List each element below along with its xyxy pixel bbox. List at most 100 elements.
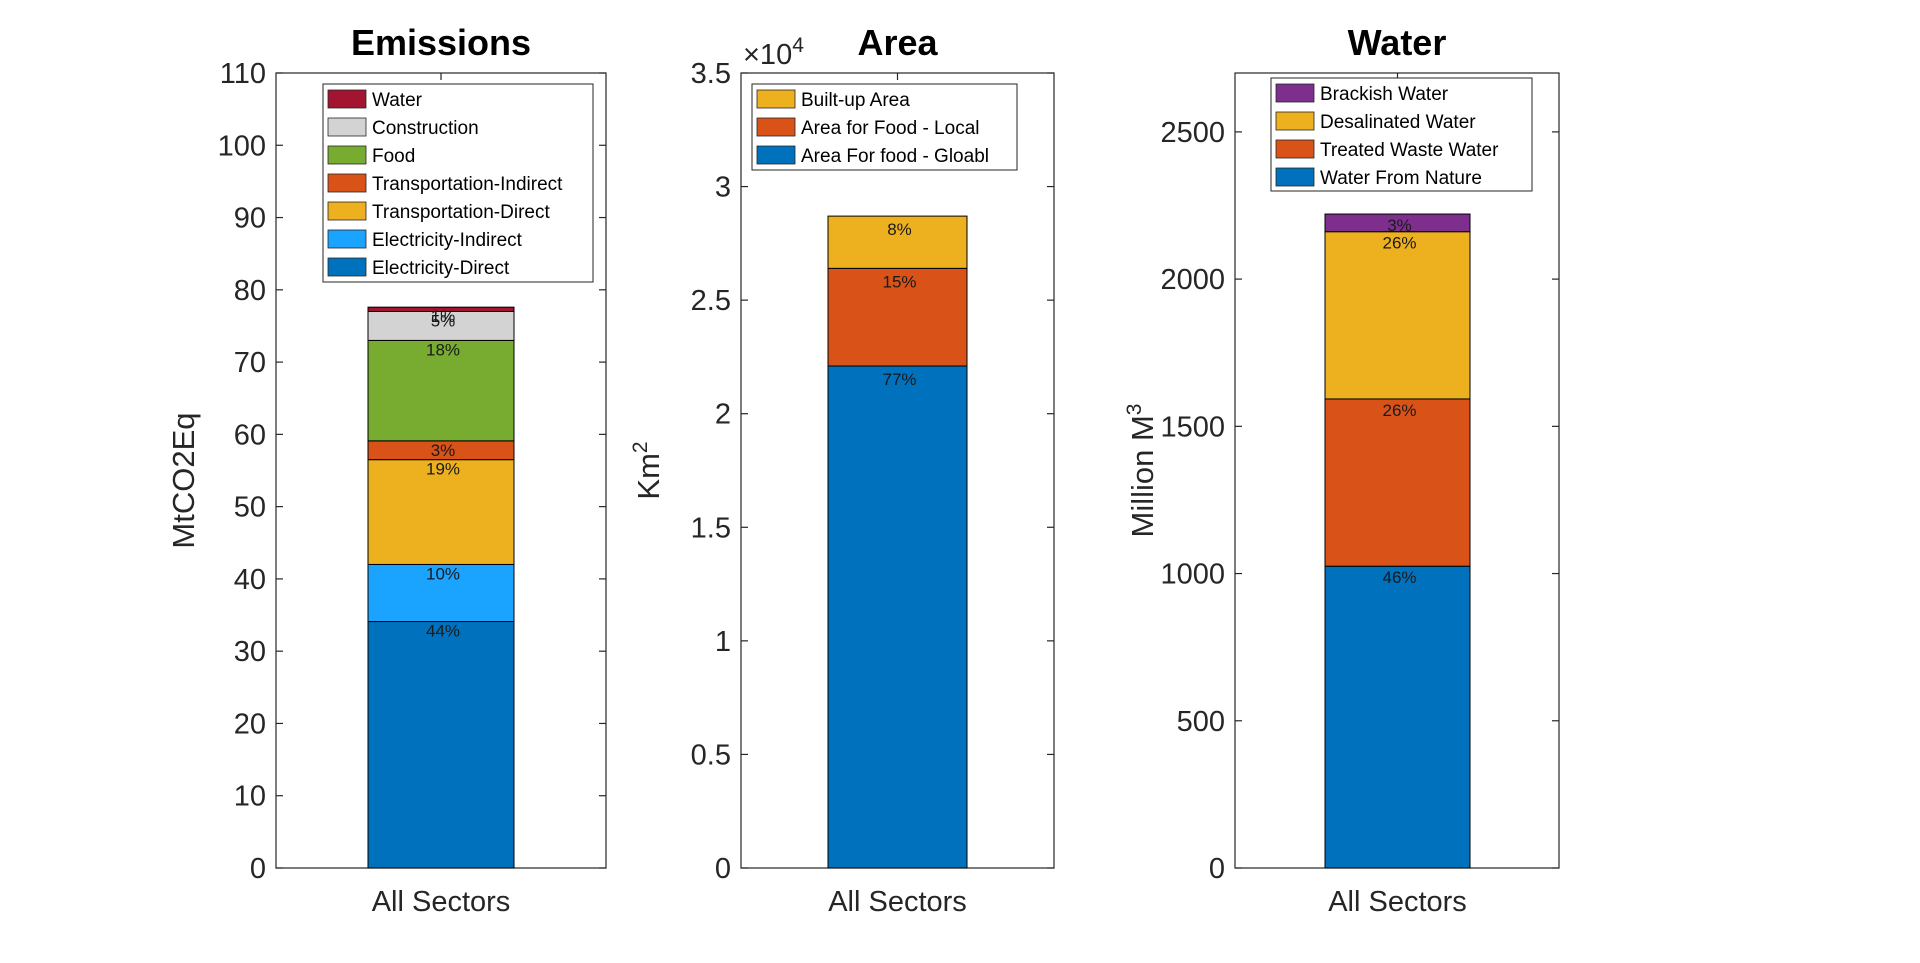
axis-exponent: ×104 <box>743 34 804 71</box>
bar-segment-2 <box>367 563 515 623</box>
legend-entry-label: Transportation-Direct <box>372 202 550 223</box>
y-tick-label: 2 <box>715 399 731 431</box>
legend-swatch <box>1275 83 1315 103</box>
bar-segment-3 <box>367 459 515 565</box>
chart-3: Water 0 500 1000 1500 2000 2500 All Sectors Mill… <box>1123 22 1560 918</box>
data-label: 19% <box>426 460 460 479</box>
bar-segment-3 <box>827 215 968 269</box>
legend-entry-label: Electricity-Indirect <box>372 230 523 251</box>
legend-entry-label: Area for Food - Local <box>801 118 979 139</box>
data-label: 18% <box>426 340 460 359</box>
bar-segment-1 <box>827 365 968 869</box>
bar-segment-2 <box>827 267 968 367</box>
chart-title: Water <box>1348 22 1447 63</box>
chart-title: Area <box>857 22 938 63</box>
legend-entry-label: Construction <box>372 118 479 139</box>
data-label: 46% <box>1382 568 1416 587</box>
y-tick-label: 1500 <box>1160 411 1225 443</box>
data-label: 15% <box>882 272 916 291</box>
data-label: 26% <box>1382 401 1416 420</box>
legend-entry-label: Desalinated Water <box>1320 112 1476 133</box>
bar-segment-1 <box>367 621 515 869</box>
data-label: 77% <box>882 370 916 389</box>
y-tick-label: 110 <box>220 58 266 90</box>
legend-swatch <box>756 145 796 165</box>
y-tick-label: 60 <box>234 419 266 451</box>
legend-entry-label: Transportation-Indirect <box>372 174 563 195</box>
data-label: 8% <box>887 220 912 239</box>
y-axis-label: Km2 <box>629 441 666 499</box>
y-axis-label-base: Million M <box>1125 415 1160 537</box>
legend-swatch <box>1275 139 1315 159</box>
y-tick-label: 1 <box>715 626 731 658</box>
axis-exponent-superscript: 4 <box>792 34 804 57</box>
legend-entry-label: Food <box>372 146 415 167</box>
legend-swatch <box>327 201 367 221</box>
legend-entry-label: Treated Waste Water <box>1320 140 1499 161</box>
legend-entry-label: Water From Nature <box>1320 168 1482 189</box>
y-tick-label: 80 <box>234 275 266 307</box>
legend-entry-label: Water <box>372 90 423 111</box>
data-label: 1% <box>431 307 456 326</box>
y-tick-label: 70 <box>234 347 266 379</box>
legend-swatch <box>327 117 367 137</box>
y-tick-label: 3 <box>715 172 731 204</box>
y-axis-label-superscript: 3 <box>1123 404 1146 416</box>
y-axis-label: MtCO2Eq <box>166 412 201 548</box>
y-axis-label-base: Km <box>631 453 666 500</box>
y-tick-label: 90 <box>234 203 266 235</box>
y-tick-label: 1.5 <box>691 512 731 544</box>
legend-entry-label: Electricity-Direct <box>372 258 510 279</box>
bar-segment-6 <box>367 311 515 341</box>
y-tick-label: 1000 <box>1160 559 1225 591</box>
legend-swatch <box>756 117 796 137</box>
axis-exponent-base: ×10 <box>743 39 792 71</box>
y-tick-label: 500 <box>1177 706 1225 738</box>
bar-segment-7 <box>367 306 515 312</box>
y-tick-label: 0.5 <box>691 739 731 771</box>
y-tick-label: 20 <box>234 708 266 740</box>
bar-segment-5 <box>367 339 515 442</box>
legend-swatch <box>756 89 796 109</box>
legend-swatch <box>327 257 367 277</box>
y-tick-label: 0 <box>1209 853 1225 885</box>
legend-entry-label: Built-up Area <box>801 90 910 111</box>
legend-swatch <box>1275 167 1315 187</box>
y-tick-label: 2.5 <box>691 285 731 317</box>
data-label: 44% <box>426 622 460 641</box>
legend-entry-label: Area For food - Gloabl <box>801 146 989 167</box>
legend-box <box>751 83 1018 171</box>
y-axis-label: Million M3 <box>1123 404 1160 538</box>
bar-segment-1 <box>1324 565 1471 869</box>
x-category-label: All Sectors <box>828 886 967 918</box>
y-tick-label: 0 <box>250 853 266 885</box>
legend-swatch <box>1275 111 1315 131</box>
legend-box <box>1270 77 1533 192</box>
y-tick-label: 0 <box>715 853 731 885</box>
y-tick-label: 50 <box>234 492 266 524</box>
legend-entry-label: Brackish Water <box>1320 84 1449 105</box>
bar-segment-2 <box>1324 398 1471 567</box>
y-tick-label: 3.5 <box>691 58 731 90</box>
legend-swatch <box>327 173 367 193</box>
y-tick-label: 10 <box>234 781 266 813</box>
data-label: 26% <box>1382 234 1416 253</box>
data-label: 3% <box>1387 216 1412 235</box>
x-category-label: All Sectors <box>372 886 511 918</box>
y-tick-label: 2500 <box>1160 117 1225 149</box>
y-tick-label: 40 <box>234 564 266 596</box>
legend-swatch <box>327 145 367 165</box>
chart-1: Emissions 0 10 20 30 40 50 60 70 80 90 100 110 All Se… <box>166 22 607 918</box>
data-label: 3% <box>431 441 456 460</box>
data-label: 10% <box>426 564 460 583</box>
y-axis-label-superscript: 2 <box>629 441 652 453</box>
y-tick-label: 2000 <box>1160 264 1225 296</box>
y-tick-label: 30 <box>234 636 266 668</box>
chart-title: Emissions <box>351 22 531 63</box>
data-label: 5% <box>431 312 456 331</box>
legend-swatch <box>327 229 367 249</box>
bar-segment-3 <box>1324 231 1471 400</box>
y-tick-label: 100 <box>218 130 266 162</box>
